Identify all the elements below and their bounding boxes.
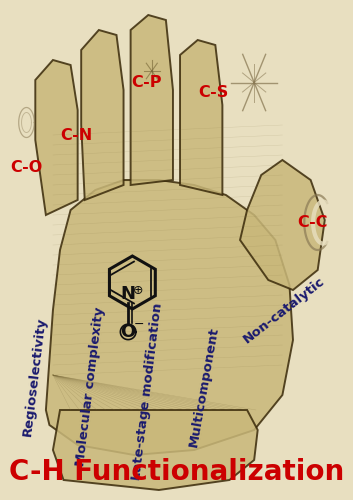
Polygon shape bbox=[240, 160, 325, 290]
Text: C-N: C-N bbox=[60, 128, 92, 142]
Text: C-H Functionalization: C-H Functionalization bbox=[9, 458, 344, 486]
Text: Molecular complexity: Molecular complexity bbox=[74, 306, 107, 467]
Text: −: − bbox=[133, 318, 144, 332]
Polygon shape bbox=[53, 410, 258, 490]
Text: C-O: C-O bbox=[10, 160, 43, 175]
Polygon shape bbox=[46, 180, 293, 455]
Polygon shape bbox=[81, 30, 124, 200]
Polygon shape bbox=[35, 60, 78, 215]
Text: C-C: C-C bbox=[297, 215, 328, 230]
Polygon shape bbox=[131, 15, 173, 185]
Text: N: N bbox=[121, 286, 136, 304]
Text: C-S: C-S bbox=[198, 85, 229, 100]
Text: C-P: C-P bbox=[131, 75, 162, 90]
Text: ⊕: ⊕ bbox=[133, 284, 143, 297]
Text: Multicomponent: Multicomponent bbox=[187, 325, 221, 448]
Polygon shape bbox=[180, 40, 222, 195]
Text: O: O bbox=[120, 323, 136, 341]
Text: Late-stage modification: Late-stage modification bbox=[130, 302, 164, 481]
Text: Regioselectivity: Regioselectivity bbox=[20, 316, 48, 437]
Text: Non-catalytic: Non-catalytic bbox=[240, 274, 327, 345]
